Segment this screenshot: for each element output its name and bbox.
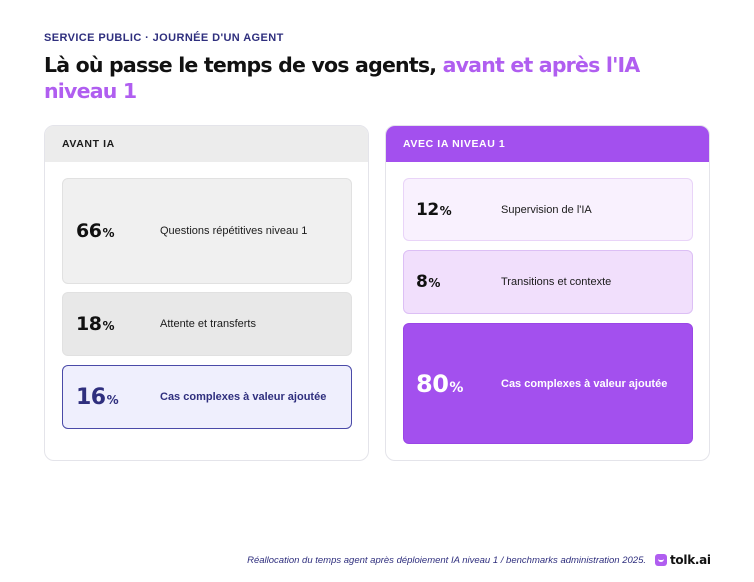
after-panel: AVEC IA NIVEAU 1 12% Supervision de l'IA… — [385, 125, 710, 461]
title-highlight: avant et après l'IA niveau 1 — [44, 53, 640, 103]
page-title: Là où passe le temps de vos agents, avan… — [44, 52, 664, 104]
row-percentage: 8% — [416, 272, 440, 292]
row-percentage: 18% — [76, 313, 114, 335]
before-row-complex: 16% Cas complexes à valeur ajoutée — [62, 365, 352, 429]
row-percentage: 16% — [76, 384, 119, 410]
before-row-repetitive: 66% Questions répétitives niveau 1 — [62, 178, 352, 284]
row-unit: % — [439, 203, 452, 218]
row-label: Questions répétitives niveau 1 — [160, 225, 308, 237]
row-value: 66 — [76, 220, 102, 242]
brand-logo: tolk.ai — [655, 553, 711, 567]
after-panel-header: AVEC IA NIVEAU 1 — [386, 126, 709, 162]
row-label: Supervision de l'IA — [501, 203, 592, 216]
chat-bubble-icon — [655, 554, 667, 566]
brand-name: tolk.ai — [670, 553, 711, 567]
after-row-complex: 80% Cas complexes à valeur ajoutée — [403, 323, 693, 444]
row-value: 80 — [416, 369, 449, 398]
row-label: Cas complexes à valeur ajoutée — [160, 391, 327, 403]
row-value: 16 — [76, 384, 106, 410]
row-percentage: 12% — [416, 199, 452, 220]
row-unit: % — [106, 392, 119, 407]
row-unit: % — [428, 276, 440, 290]
row-label: Transitions et contexte — [501, 276, 612, 288]
row-percentage: 80% — [416, 370, 463, 398]
eyebrow: SERVICE PUBLIC · JOURNÉE D'UN AGENT — [44, 32, 284, 44]
row-percentage: 66% — [76, 220, 114, 242]
row-label: Cas complexes à valeur ajoutée — [501, 377, 668, 390]
before-panel-header: AVANT IA — [45, 126, 368, 162]
row-unit: % — [449, 379, 463, 396]
footnote: Réallocation du temps agent après déploi… — [247, 555, 646, 566]
row-value: 12 — [416, 199, 439, 220]
after-row-transitions: 8% Transitions et contexte — [403, 250, 693, 314]
title-main: Là où passe le temps de vos agents, — [44, 53, 443, 77]
before-row-waiting: 18% Attente et transferts — [62, 292, 352, 356]
row-value: 18 — [76, 313, 102, 335]
row-label: Attente et transferts — [160, 318, 256, 330]
after-row-supervision: 12% Supervision de l'IA — [403, 178, 693, 241]
row-unit: % — [102, 319, 114, 333]
before-panel: AVANT IA 66% Questions répétitives nivea… — [44, 125, 369, 461]
row-unit: % — [102, 226, 114, 240]
row-value: 8 — [416, 272, 428, 292]
